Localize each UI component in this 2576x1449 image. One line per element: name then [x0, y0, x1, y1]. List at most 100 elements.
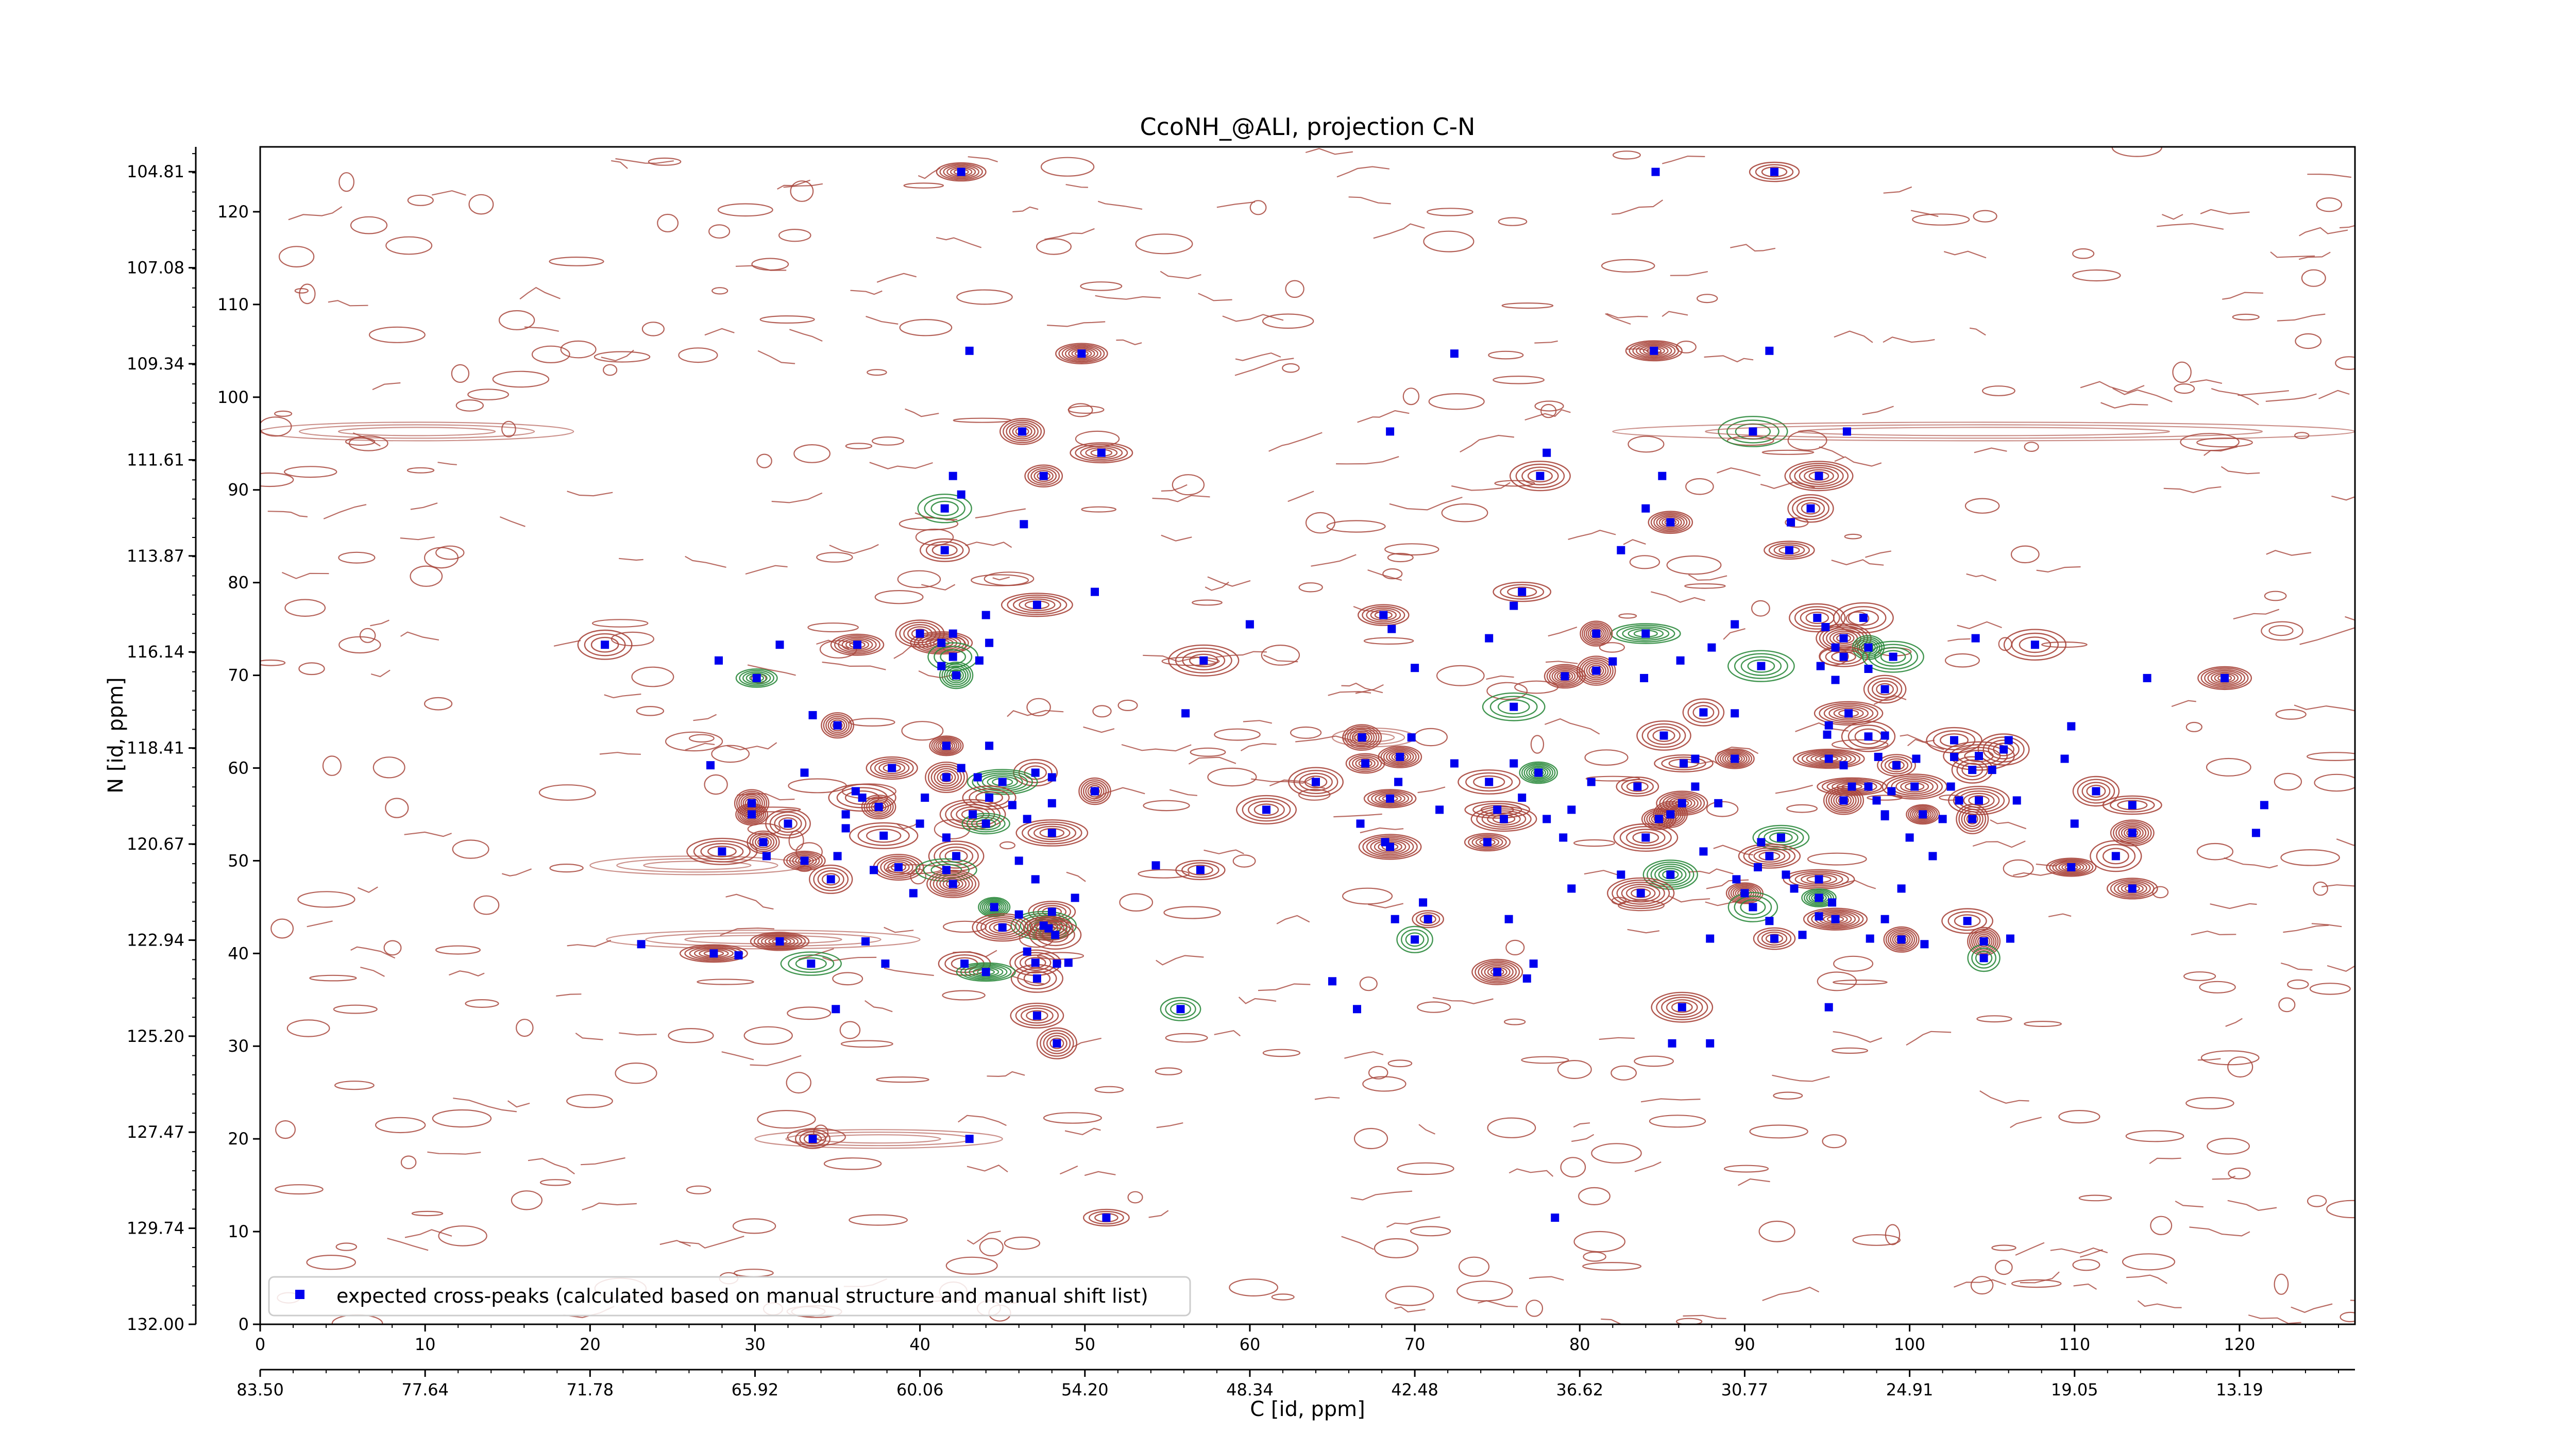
contour-noise: [1004, 1236, 1041, 1250]
cross-peak-marker: [1699, 847, 1708, 856]
cross-peak-marker: [826, 875, 835, 884]
contour-noise: [435, 945, 481, 955]
peak-contour: [962, 785, 1016, 810]
peak-contour: [1687, 701, 1720, 723]
contour-noise: [1957, 621, 2002, 629]
peak-contour: [1401, 929, 1429, 950]
contour-noise: [1649, 1115, 1706, 1128]
peak-contour: [1661, 997, 1703, 1018]
contour-noise: [2248, 1314, 2301, 1324]
contour-noise: [1685, 478, 1714, 495]
contour-noise: [2072, 248, 2095, 259]
peak-contour: [1880, 756, 1912, 774]
cross-peak-marker: [841, 810, 850, 819]
cross-peak-marker: [2128, 801, 2137, 810]
contour-noise: [1634, 1161, 1662, 1172]
contour-noise: [789, 329, 823, 342]
contour-noise: [2327, 965, 2355, 972]
contour-noise: [387, 1238, 429, 1251]
x-tick-label: 30: [744, 1335, 766, 1354]
contour-noise: [1976, 1015, 2012, 1023]
contour-noise: [1458, 1256, 1490, 1277]
cross-peak-marker: [1950, 752, 1958, 761]
peak-contour: [2118, 824, 2147, 842]
contour-noise: [2078, 1194, 2112, 1202]
cross-peak-marker: [1880, 685, 1889, 694]
contour-noise: [499, 516, 526, 527]
cross-peak-marker: [952, 671, 961, 680]
contour-noise: [1205, 581, 1229, 591]
cross-peak-marker: [1732, 875, 1741, 884]
contour-noise: [1064, 1127, 1101, 1136]
peak-contour: [1651, 814, 1667, 824]
peak-contour: [1908, 805, 1938, 823]
peak-contour: [2058, 862, 2084, 872]
cross-peak-marker: [1014, 856, 1023, 865]
peak-contour: [1958, 806, 1987, 832]
secondary-y-tick-label: 109.34: [127, 354, 184, 374]
contour-noise: [816, 639, 850, 650]
contour-noise: [467, 389, 509, 400]
contour-noise: [1116, 339, 1142, 345]
secondary-x-tick-label: 77.64: [401, 1380, 449, 1400]
peak-contour: [941, 663, 971, 687]
peak-contour: [934, 646, 973, 668]
contour-noise: [2233, 609, 2280, 620]
contour-noise: [2268, 625, 2294, 636]
cross-peak-marker: [1518, 587, 1527, 596]
contour-noise: [1501, 302, 1554, 309]
peak-contour: [1481, 810, 1527, 828]
cross-peak-marker: [1790, 884, 1799, 893]
peak-contour: [1396, 925, 1433, 953]
peak-contour: [1835, 795, 1852, 806]
contour-noise: [757, 350, 795, 364]
cross-peak-marker: [1386, 843, 1395, 851]
contour-noise: [648, 157, 682, 166]
cross-peak-marker: [1757, 662, 1766, 670]
x-tick-label: 10: [415, 1335, 436, 1354]
streak-contour: [643, 861, 752, 870]
peak-contour: [1299, 772, 1333, 791]
contour-noise: [1198, 293, 1232, 301]
contour-noise: [615, 158, 674, 164]
cross-peak-marker: [1044, 924, 1053, 933]
contour-noise: [2112, 387, 2173, 402]
streak-contour: [260, 422, 574, 442]
peak-contour: [868, 799, 889, 815]
cross-peak-marker: [975, 656, 984, 665]
contour-noise: [1627, 929, 1660, 934]
contour-noise: [2311, 923, 2342, 928]
contour-noise: [370, 669, 391, 678]
peak-contour: [1367, 790, 1413, 807]
peak-contour: [1666, 999, 1698, 1016]
peak-contour: [1519, 761, 1558, 784]
peak-contour: [757, 934, 803, 949]
peak-contour: [1024, 916, 1074, 941]
peak-contour: [1787, 494, 1834, 523]
contour-noise: [1418, 1124, 1435, 1135]
peak-contour: [937, 740, 956, 751]
contour-noise: [2261, 621, 2303, 641]
peak-contour: [1794, 872, 1843, 886]
contour-noise: [465, 999, 499, 1008]
contour-noise: [759, 315, 815, 324]
cross-peak-marker: [1938, 815, 1947, 823]
peak-contour: [2123, 827, 2141, 838]
peak-contour: [924, 497, 965, 520]
cross-peak-marker: [1765, 346, 1774, 355]
contour-noise: [1282, 363, 1300, 373]
peak-contour: [1810, 753, 1848, 764]
peak-contour: [1727, 891, 1778, 922]
cross-peak-marker: [1815, 894, 1823, 902]
contour-noise: [2314, 773, 2355, 792]
contour-noise: [987, 1071, 1025, 1077]
x-tick-label: 100: [1894, 1335, 1925, 1354]
cross-peak-marker: [942, 742, 951, 750]
contour-noise: [849, 1214, 908, 1226]
cross-peak-marker: [1815, 875, 1823, 884]
cross-peak-marker: [1262, 805, 1270, 814]
cross-peak-marker: [1396, 752, 1404, 761]
contour-noise: [1900, 734, 1944, 750]
peak-contour: [1473, 775, 1505, 789]
peak-contour: [880, 857, 917, 877]
